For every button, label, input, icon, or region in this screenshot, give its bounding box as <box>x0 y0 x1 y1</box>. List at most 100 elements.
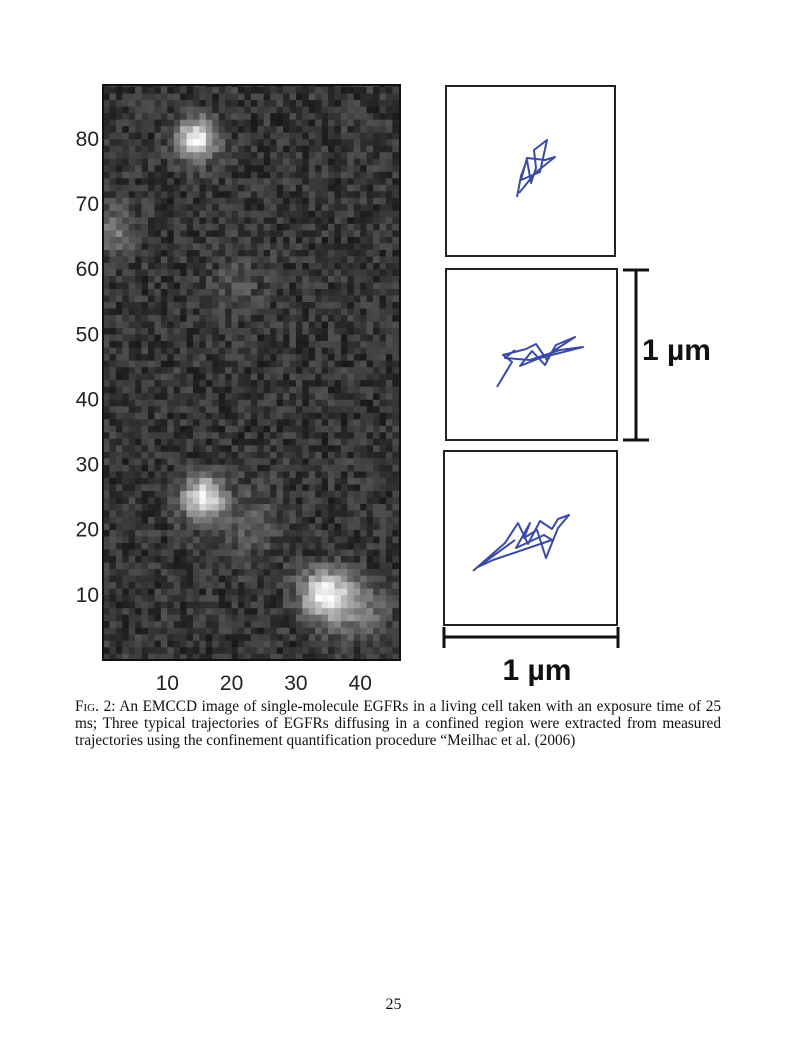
pixel <box>103 360 110 368</box>
pixel <box>315 321 322 329</box>
pixel <box>347 269 355 276</box>
pixel <box>173 340 181 348</box>
pixel <box>160 282 168 290</box>
pixel <box>212 249 220 257</box>
pixel <box>250 458 258 465</box>
pixel <box>302 347 310 355</box>
pixel <box>154 223 162 231</box>
pixel <box>250 412 258 420</box>
pixel <box>373 542 380 550</box>
pixel <box>231 158 239 166</box>
pixel <box>103 249 110 257</box>
pixel <box>128 568 136 576</box>
pixel <box>263 503 271 511</box>
pixel <box>186 451 194 459</box>
pixel <box>109 236 117 244</box>
pixel <box>199 568 207 576</box>
pixel <box>315 190 322 198</box>
pixel <box>238 158 245 166</box>
pixel <box>173 484 181 491</box>
pixel <box>180 314 187 322</box>
pixel <box>103 503 110 511</box>
pixel <box>270 210 277 218</box>
pixel <box>360 158 367 166</box>
pixel <box>154 620 162 628</box>
pixel <box>238 418 245 426</box>
pixel <box>385 314 393 322</box>
pixel <box>212 575 220 583</box>
pixel <box>141 523 149 531</box>
pixel <box>218 138 226 146</box>
pixel <box>238 614 245 622</box>
pixel <box>321 164 329 172</box>
pixel <box>186 314 194 322</box>
pixel <box>128 646 136 654</box>
pixel <box>289 516 297 524</box>
pixel <box>308 106 316 114</box>
pixel <box>308 516 316 524</box>
pixel <box>135 106 142 114</box>
pixel <box>148 125 155 133</box>
pixel <box>289 451 297 459</box>
pixel <box>315 607 322 615</box>
pixel <box>148 581 155 589</box>
pixel <box>186 243 194 250</box>
pixel <box>276 262 284 270</box>
pixel <box>231 184 239 192</box>
pixel <box>270 542 277 550</box>
pixel <box>315 295 322 303</box>
pixel <box>160 477 168 485</box>
pixel <box>135 236 142 244</box>
pixel <box>283 125 290 133</box>
pixel <box>321 275 329 283</box>
pixel <box>257 516 265 524</box>
pixel <box>115 217 123 224</box>
pixel <box>340 334 348 342</box>
pixel <box>379 523 387 531</box>
y-tick-label: 20 <box>76 519 99 542</box>
pixel <box>186 627 194 635</box>
pixel <box>257 464 265 472</box>
pixel <box>360 497 367 504</box>
pixel <box>115 458 123 465</box>
pixel <box>321 542 329 550</box>
pixel <box>276 327 284 335</box>
pixel <box>122 353 130 361</box>
pixel <box>231 177 239 185</box>
pixel <box>315 405 322 413</box>
pixel <box>308 243 316 250</box>
pixel <box>328 327 335 335</box>
pixel <box>218 432 226 439</box>
pixel <box>270 568 277 576</box>
pixel <box>373 594 380 602</box>
pixel <box>385 282 393 290</box>
pixel <box>180 529 187 537</box>
pixel <box>122 197 130 205</box>
pixel <box>141 138 149 146</box>
pixel <box>141 581 149 589</box>
pixel <box>385 607 393 615</box>
pixel <box>122 190 130 198</box>
pixel <box>167 412 175 420</box>
pixel <box>257 432 265 439</box>
pixel <box>154 145 162 153</box>
pixel <box>315 379 322 387</box>
pixel <box>199 588 207 596</box>
pixel <box>231 347 239 355</box>
pixel <box>353 190 361 198</box>
pixel <box>340 464 348 472</box>
pixel <box>154 490 162 498</box>
pixel <box>199 477 207 485</box>
pixel <box>250 288 258 296</box>
pixel <box>379 458 387 465</box>
pixel <box>347 497 355 504</box>
pixel <box>199 288 207 296</box>
pixel <box>366 243 374 250</box>
pixel <box>103 536 110 544</box>
pixel <box>218 373 226 381</box>
pixel <box>167 210 175 218</box>
pixel <box>250 190 258 198</box>
pixel <box>263 99 271 107</box>
pixel <box>373 445 380 452</box>
pixel <box>218 601 226 609</box>
